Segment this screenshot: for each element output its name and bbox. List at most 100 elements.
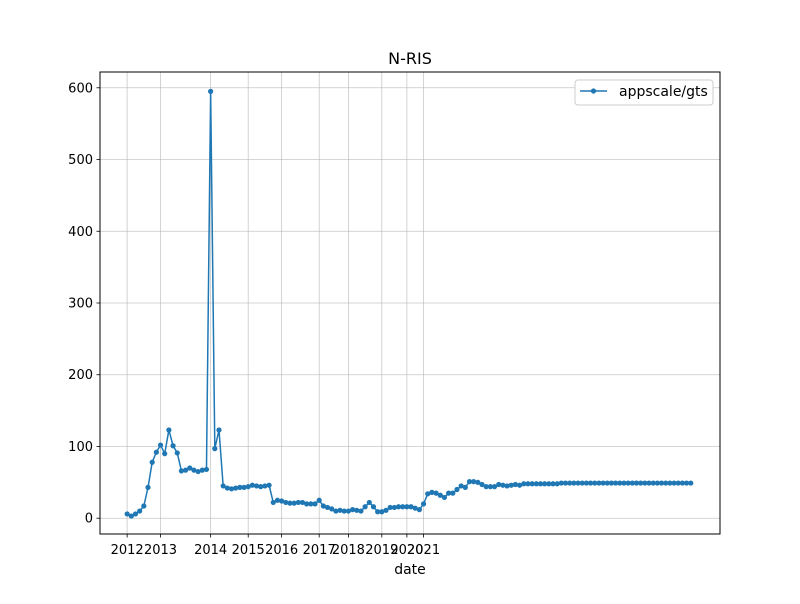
data-point (604, 480, 610, 486)
data-point (608, 480, 615, 486)
x-tick-label: 2020 (390, 543, 423, 558)
data-point (174, 450, 180, 456)
data-point (329, 506, 335, 512)
data-point (187, 465, 193, 471)
data-point (258, 484, 264, 490)
data-point (279, 498, 285, 504)
data-point (191, 467, 197, 473)
data-point (504, 483, 510, 489)
data-point (266, 482, 272, 488)
data-point (437, 492, 443, 498)
data-point (638, 480, 644, 486)
data-point (379, 509, 385, 515)
data-point (370, 504, 377, 510)
data-point (203, 466, 210, 473)
data-point (629, 480, 635, 486)
data-point (291, 500, 297, 506)
y-tick-label: 400 (68, 225, 93, 240)
x-tick-label: 2014 (194, 543, 227, 558)
y-tick-label: 100 (68, 440, 93, 455)
data-point (324, 504, 331, 511)
data-point (216, 427, 222, 433)
data-point (375, 509, 381, 515)
data-point (554, 481, 560, 487)
x-tick-label: 2013 (144, 543, 177, 558)
x-tick-label: 2018 (332, 543, 365, 558)
data-point (579, 480, 585, 486)
data-point (512, 481, 519, 488)
data-point (237, 484, 243, 490)
data-point (128, 513, 134, 519)
data-point (583, 480, 589, 486)
data-point (496, 481, 502, 488)
data-point (625, 480, 631, 486)
data-point (454, 486, 460, 493)
data-point (149, 459, 155, 465)
data-point (199, 467, 205, 473)
data-point (521, 481, 527, 487)
data-point (575, 480, 581, 486)
data-point (529, 481, 535, 487)
data-point (462, 484, 468, 490)
data-point (333, 508, 339, 514)
grid (100, 72, 720, 534)
data-point (366, 499, 372, 506)
data-point (420, 501, 427, 507)
data-point (479, 481, 485, 488)
legend-label: appscale/gts (619, 84, 708, 100)
data-point (308, 501, 314, 507)
data-point (241, 484, 247, 490)
data-point (395, 504, 402, 510)
data-point (124, 511, 130, 517)
data-point (646, 480, 652, 486)
data-point (617, 480, 623, 486)
data-point (688, 480, 694, 486)
legend: appscale/gts (574, 79, 714, 106)
data-point (283, 499, 289, 506)
data-point (304, 501, 310, 507)
data-point (412, 505, 418, 511)
data-point (362, 504, 368, 510)
data-point (596, 480, 602, 486)
chart-title: N-RIS (388, 49, 432, 68)
data-point (270, 499, 276, 506)
y-axis: 0 100 200 300 400 500 600 (68, 81, 100, 527)
data-point (224, 485, 230, 491)
data-point (404, 504, 410, 510)
data-point (446, 490, 452, 496)
data-point (345, 508, 352, 514)
data-point (650, 480, 656, 486)
data-point (387, 504, 393, 511)
data-point (663, 480, 669, 486)
data-point (245, 484, 251, 490)
data-point (537, 481, 544, 487)
data-point (316, 497, 322, 503)
data-point (633, 480, 640, 486)
data-point (195, 468, 201, 475)
data-point (558, 480, 564, 486)
data-point (341, 508, 347, 514)
data-point (450, 490, 456, 496)
data-point (613, 480, 619, 486)
data-point (533, 481, 539, 487)
x-tick-label: 2017 (303, 543, 336, 558)
data-point (157, 442, 164, 448)
data-point (683, 480, 690, 486)
data-point (137, 508, 143, 514)
data-point (483, 484, 489, 490)
data-point (408, 504, 414, 510)
data-point (654, 480, 660, 486)
data-point (295, 499, 301, 506)
x-tick-label: 2012 (111, 543, 144, 558)
data-point (320, 503, 326, 509)
data-point (233, 485, 239, 491)
y-tick-label: 300 (68, 297, 93, 312)
data-point (166, 427, 172, 433)
data-point (550, 481, 556, 487)
data-point (525, 481, 531, 487)
data-point (471, 479, 477, 485)
data-point (425, 491, 431, 497)
data-point (312, 501, 318, 507)
data-point (287, 500, 293, 506)
